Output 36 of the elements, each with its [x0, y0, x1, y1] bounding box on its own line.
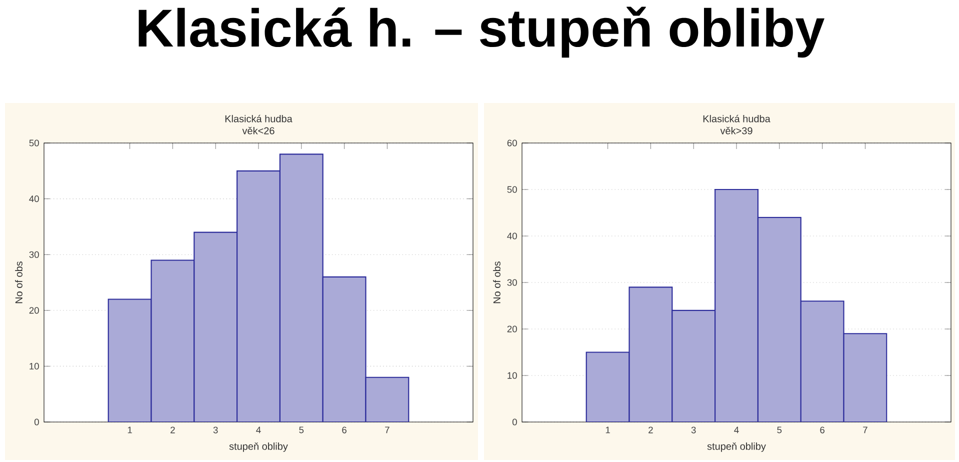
y-tick-label: 20 [507, 326, 517, 332]
x-tick-label: 6 [820, 426, 824, 434]
y-tick-label: 30 [29, 251, 39, 258]
chart-subtitle: věk<26 [242, 126, 274, 134]
x-tick-label: 1 [606, 426, 610, 434]
y-tick-label: 0 [34, 418, 39, 426]
x-tick-label: 7 [385, 426, 390, 434]
y-tick-label: 20 [29, 307, 39, 314]
x-tick-label: 7 [863, 426, 868, 434]
y-axis-title: No of obs [493, 261, 500, 304]
y-tick-label: 30 [507, 279, 517, 286]
y-tick-label: 0 [512, 418, 517, 426]
x-tick-label: 5 [299, 426, 304, 434]
chart-title: Klasická hudba [225, 114, 292, 122]
x-tick-label: 4 [256, 426, 261, 434]
x-axis-title: stupeň obliby [229, 442, 288, 452]
text: Klasická h. – stupeň obliby [138, 6, 824, 58]
y-tick-label: 10 [30, 362, 39, 370]
chart-title: Klasická hudba [703, 114, 770, 122]
x-tick-label: 3 [691, 426, 696, 434]
x-tick-label: 6 [342, 426, 346, 434]
y-tick-label: 40 [507, 232, 517, 240]
y-tick-label: 50 [507, 186, 517, 193]
x-tick-label: 3 [213, 426, 218, 434]
x-tick-label: 4 [734, 426, 739, 434]
chart-subtitle: věk>39 [720, 126, 752, 134]
x-tick-label: 1 [128, 426, 132, 434]
x-tick-label: 5 [777, 426, 782, 434]
y-tick-label: 40 [29, 196, 39, 202]
x-tick-label: 2 [170, 426, 175, 434]
y-tick-label: 60 [507, 140, 517, 146]
y-axis-title: No of obs [15, 261, 22, 304]
y-tick-label: 50 [29, 140, 39, 146]
x-axis-title: stupeň obliby [707, 442, 766, 452]
y-tick-label: 10 [508, 372, 517, 379]
x-tick-label: 2 [648, 426, 653, 434]
